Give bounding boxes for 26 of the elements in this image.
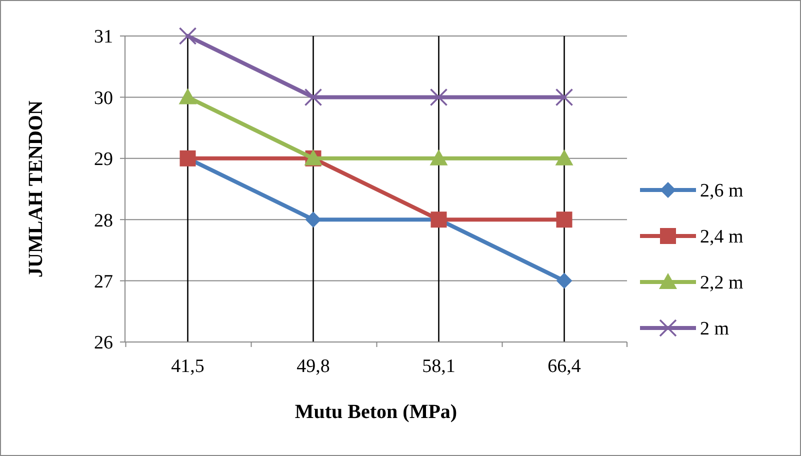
point (305, 212, 322, 228)
legend-label: 2,2 m (700, 272, 744, 294)
y-tick-label: 30 (94, 88, 113, 109)
legend-label: 2,4 m (700, 226, 744, 248)
point (430, 88, 448, 106)
y-tick-label: 29 (94, 149, 113, 170)
point (430, 149, 448, 166)
x-tick-label: 58,1 (422, 356, 456, 377)
point (555, 149, 574, 166)
point (178, 27, 197, 45)
y-tick-label: 28 (94, 210, 113, 232)
y-tick-label: 27 (94, 271, 113, 292)
y-tick-label: 26 (94, 332, 113, 354)
point (556, 272, 572, 289)
legend-label: 2,6 m (700, 180, 744, 202)
x-tick-label: 41,5 (171, 356, 204, 377)
point (304, 88, 322, 106)
x-axis-title: Mutu Beton (MPa) (294, 401, 458, 423)
y-tick-label: 31 (94, 26, 113, 48)
x-tick-label: 66,4 (548, 356, 582, 377)
y-axis-title: JUMLAH TENDON (25, 100, 47, 278)
x-tick-label: 49,8 (296, 356, 330, 377)
point (178, 88, 197, 104)
point (556, 212, 572, 228)
point (555, 88, 574, 106)
legend-label: 2 m (700, 318, 730, 340)
